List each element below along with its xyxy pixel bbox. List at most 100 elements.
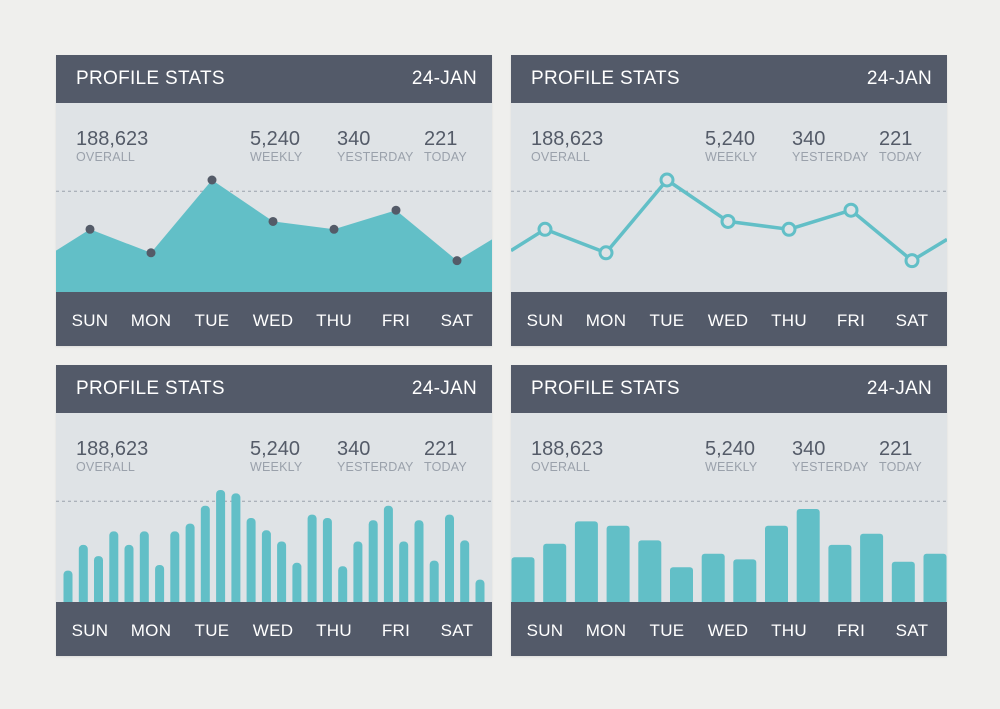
chart-area	[511, 475, 947, 602]
bar	[353, 541, 363, 602]
bar	[475, 579, 485, 602]
stat-weekly: 5,240 WEEKLY	[250, 128, 302, 164]
data-point	[268, 216, 278, 226]
bar	[923, 553, 947, 602]
stat-weekly: 5,240 WEEKLY	[705, 128, 757, 164]
stat-yesterday-label: YESTERDAY	[792, 150, 869, 164]
bar	[261, 530, 271, 602]
data-point	[598, 245, 614, 261]
day-label: TUE	[649, 311, 685, 330]
stat-weekly-value: 5,240	[250, 438, 301, 460]
day-label: THU	[316, 311, 352, 330]
day-label: SAT	[895, 311, 929, 330]
day-label: THU	[771, 311, 807, 330]
bar	[638, 540, 662, 602]
stat-yesterday: 340 YESTERDAY	[792, 438, 869, 474]
bar	[511, 557, 535, 602]
stat-weekly-label: WEEKLY	[250, 150, 303, 164]
bar	[460, 540, 470, 602]
day-label: MON	[585, 621, 627, 640]
profile-stats-card: PROFILE STATS 24-JAN 188,623 OVERALL 5,2…	[56, 55, 492, 346]
stat-weekly: 5,240 WEEKLY	[705, 438, 757, 474]
day-label: FRI	[836, 311, 866, 330]
bar	[246, 518, 256, 602]
profile-stats-card: PROFILE STATS 24-JAN 188,623 OVERALL 5,2…	[511, 55, 947, 346]
bar	[124, 544, 134, 602]
bar	[185, 523, 195, 602]
day-label: SUN	[526, 621, 564, 640]
day-label: FRI	[381, 621, 411, 640]
stat-today-value: 221	[879, 128, 913, 150]
day-label: TUE	[194, 621, 230, 640]
bar	[733, 559, 757, 602]
stat-weekly-label: WEEKLY	[250, 460, 303, 474]
bar	[94, 556, 103, 602]
profile-stats-card: PROFILE STATS 24-JAN 188,623 OVERALL 5,2…	[511, 365, 947, 656]
bar	[292, 562, 302, 602]
stat-weekly-label: WEEKLY	[705, 150, 758, 164]
stat-overall: 188,623 OVERALL	[76, 438, 148, 474]
bar	[414, 520, 424, 602]
data-point	[781, 221, 797, 237]
day-label: TUE	[649, 621, 685, 640]
stat-today: 221 TODAY	[424, 128, 467, 164]
line-chart	[511, 172, 947, 269]
stat-today-label: TODAY	[424, 460, 467, 474]
stat-today-label: TODAY	[424, 150, 467, 164]
data-point	[207, 175, 217, 185]
day-label: SUN	[526, 311, 564, 330]
bar	[429, 560, 439, 602]
bar	[445, 514, 454, 602]
card-header: PROFILE STATS 24-JAN	[56, 55, 492, 103]
stat-yesterday-label: YESTERDAY	[337, 150, 414, 164]
stat-overall-label: OVERALL	[76, 150, 136, 164]
bar	[606, 525, 630, 602]
data-point	[659, 172, 675, 188]
bar	[109, 531, 119, 602]
bar	[399, 541, 409, 602]
stat-overall: 188,623 OVERALL	[531, 438, 603, 474]
chart-area	[56, 475, 492, 602]
bar	[860, 533, 884, 602]
stat-overall-value: 188,623	[76, 128, 149, 150]
stat-yesterday-label: YESTERDAY	[337, 460, 414, 474]
day-label: SAT	[895, 621, 929, 640]
card-header: PROFILE STATS 24-JAN	[511, 365, 947, 413]
day-label: WED	[252, 621, 294, 640]
stat-overall-label: OVERALL	[531, 150, 591, 164]
bar	[796, 509, 820, 602]
day-label: SAT	[440, 311, 474, 330]
bar	[155, 565, 165, 602]
day-label: THU	[316, 621, 352, 640]
card-header: PROFILE STATS 24-JAN	[511, 55, 947, 103]
card-title: PROFILE STATS	[531, 378, 680, 399]
day-label: WED	[252, 311, 294, 330]
stat-weekly: 5,240 WEEKLY	[250, 438, 302, 474]
stat-today: 221 TODAY	[424, 438, 467, 474]
data-point	[843, 202, 859, 218]
data-point	[329, 224, 339, 234]
day-label: SUN	[71, 621, 109, 640]
stat-yesterday: 340 YESTERDAY	[337, 438, 414, 474]
stat-overall-label: OVERALL	[76, 460, 136, 474]
card-date: 24-JAN	[411, 68, 477, 89]
stat-overall-value: 188,623	[531, 128, 604, 150]
bar	[170, 531, 180, 602]
day-label: WED	[707, 621, 749, 640]
data-point	[720, 213, 736, 229]
stat-overall-label: OVERALL	[531, 460, 591, 474]
data-point	[391, 205, 401, 215]
stat-today: 221 TODAY	[879, 128, 922, 164]
bar	[78, 544, 88, 602]
day-label: FRI	[381, 311, 411, 330]
bar-chart	[56, 490, 492, 602]
bar	[216, 490, 226, 602]
day-label: SAT	[440, 621, 474, 640]
bar	[139, 531, 149, 602]
stat-weekly-label: WEEKLY	[705, 460, 758, 474]
bar	[322, 518, 332, 602]
card-footer: SUN MON TUE WED THU FRI SAT	[511, 292, 947, 346]
stat-yesterday-value: 340	[337, 128, 371, 150]
card-footer: SUN MON TUE WED THU FRI SAT	[56, 602, 492, 656]
stat-weekly-value: 5,240	[705, 128, 756, 150]
